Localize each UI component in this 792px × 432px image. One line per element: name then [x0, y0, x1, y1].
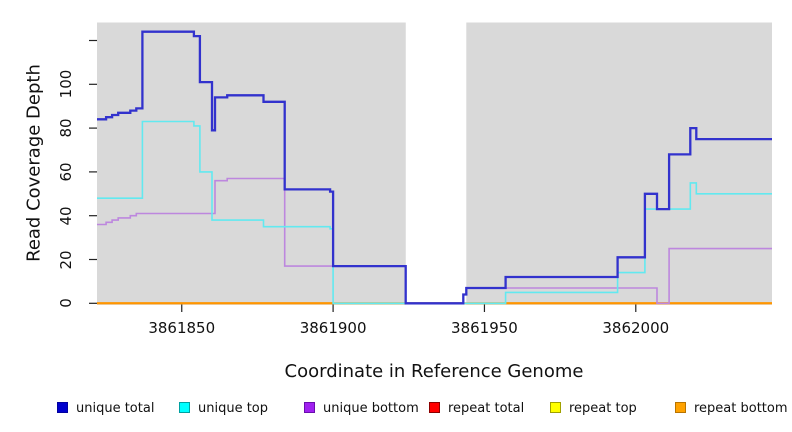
series-unique_total-line — [97, 30, 772, 305]
legend-item-repeat-total: repeat total — [429, 398, 525, 416]
legend-item-repeat-bottom: repeat bottom — [675, 398, 788, 416]
legend-swatch-icon — [304, 402, 315, 413]
legend-label: unique bottom — [323, 401, 419, 416]
y-tick-label: 80 — [57, 118, 75, 138]
legend-swatch-icon — [429, 402, 440, 413]
legend-swatch-icon — [179, 402, 190, 413]
y-axis-title: Read Coverage Depth — [23, 64, 45, 262]
legend-label: repeat total — [448, 401, 525, 416]
legend-item-unique-total: unique total — [57, 398, 155, 416]
x-axis-title: Coordinate in Reference Genome — [284, 361, 584, 382]
x-tick-label: 3861900 — [299, 319, 367, 337]
series-unique_top-line — [97, 120, 772, 305]
x-tick-label: 3862000 — [602, 319, 670, 337]
legend-item-repeat-top: repeat top — [550, 398, 637, 416]
legend-label: unique total — [76, 401, 155, 416]
legend-item-unique-bottom: unique bottom — [304, 398, 419, 416]
y-tick-label: 40 — [57, 206, 75, 226]
legend-label: repeat bottom — [694, 401, 788, 416]
masked-region — [405, 22, 467, 305]
legend-label: unique top — [198, 401, 269, 416]
legend-label: repeat top — [569, 401, 637, 416]
y-tick-label: 0 — [57, 298, 75, 309]
legend-item-unique-top: unique top — [179, 398, 269, 416]
legend-swatch-icon — [57, 402, 68, 413]
x-tick-label: 3861850 — [148, 319, 216, 337]
y-tick-label: 100 — [57, 69, 75, 99]
series-unique_bottom-line — [97, 177, 772, 305]
x-tick-label: 3861950 — [451, 319, 518, 337]
legend-swatch-icon — [550, 402, 561, 413]
y-tick-label: 60 — [57, 162, 75, 182]
legend-swatch-icon — [675, 402, 686, 413]
y-tick-label: 20 — [57, 249, 75, 270]
